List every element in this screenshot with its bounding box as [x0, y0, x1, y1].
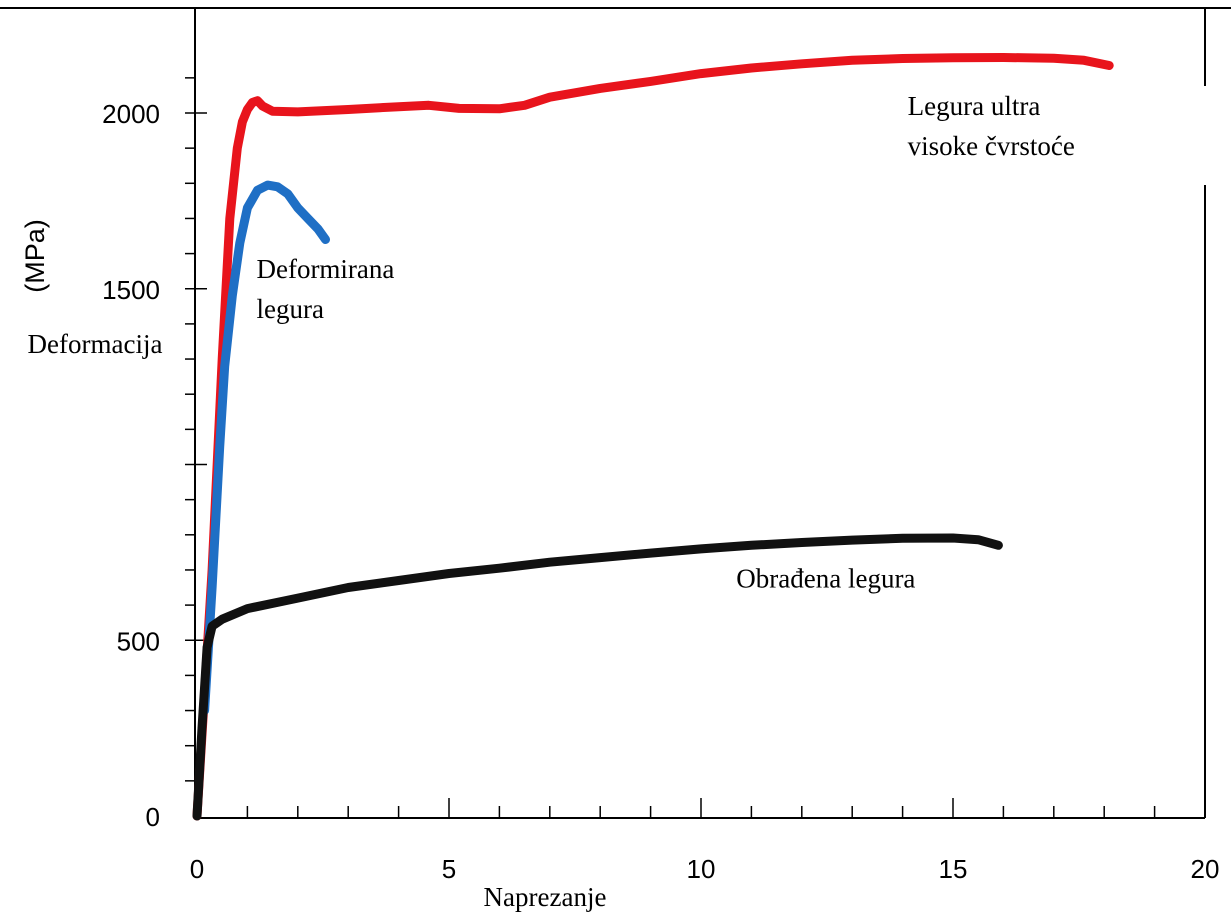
- y-tick-label: 500: [117, 626, 160, 656]
- x-axis-label: Naprezanje: [484, 882, 607, 912]
- y-axis-unit: (MPa): [20, 219, 50, 293]
- series-layer: [192, 53, 1114, 821]
- y-tick-label: 1500: [102, 275, 160, 305]
- x-tick-label: 0: [190, 854, 204, 884]
- x-tick-label: 20: [1191, 854, 1220, 884]
- x-tick-label: 10: [687, 854, 716, 884]
- series-line-3: [192, 533, 1003, 821]
- series-annotation: Deformirana legura: [256, 254, 394, 324]
- series-line-2: [200, 180, 330, 715]
- series-annotations: Legura ultra visoke čvrstoće Deformirana le…: [256, 91, 1074, 594]
- x-tick-label: 15: [939, 854, 968, 884]
- x-tick-label: 5: [442, 854, 456, 884]
- axis-ticks: [185, 77, 1156, 818]
- axis-tick-labels: 0 5 10 15 20 0 500 1500 2000: [102, 99, 1219, 884]
- y-tick-label: 2000: [102, 99, 160, 129]
- y-tick-label: 0: [146, 802, 160, 832]
- series-annotation: Legura ultra visoke čvrstoće: [908, 91, 1075, 161]
- series-annotation: Obrađena legura: [736, 564, 915, 594]
- y-axis-label: Deformacija: [28, 329, 163, 359]
- series-line-1: [192, 53, 1114, 821]
